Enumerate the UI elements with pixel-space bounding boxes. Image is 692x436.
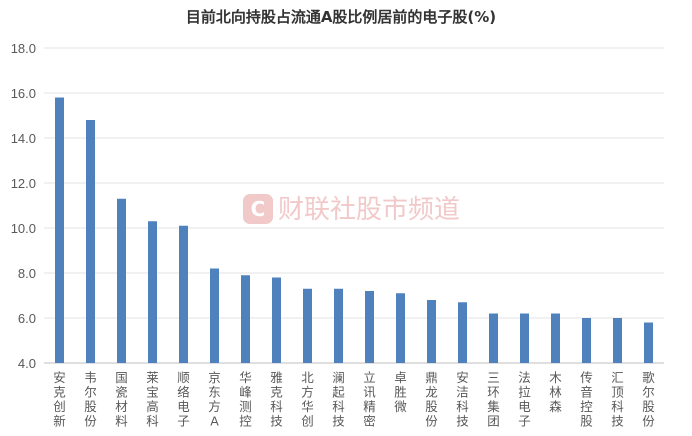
x-tick-label: 顺络电子 [177, 370, 190, 429]
watermark-logo-letter: C [251, 197, 266, 221]
bar [86, 120, 95, 363]
y-tick-label: 6.0 [18, 311, 36, 326]
bar [489, 313, 498, 363]
x-tick-label: 歌尔股份 [642, 370, 655, 429]
bar [551, 313, 560, 363]
y-tick-label: 16.0 [11, 86, 36, 101]
x-tick-label: 鼎龙股份 [425, 370, 438, 429]
watermark: C 财联社股市频道 [243, 194, 460, 225]
bar [365, 291, 374, 363]
bar [427, 300, 436, 363]
x-tick-label: 北方华创 [301, 370, 314, 429]
x-tick-label: 汇顶科技 [611, 370, 624, 429]
watermark-text: 财联社股市频道 [278, 195, 460, 225]
bar [210, 268, 219, 363]
x-tick-label: 法拉电子 [518, 370, 531, 429]
x-tick-label: 木林森 [549, 370, 562, 414]
bar [644, 322, 653, 363]
bar [582, 318, 591, 363]
bar [272, 277, 281, 363]
bar [148, 221, 157, 363]
x-tick-label: 雅克科技 [270, 370, 283, 429]
bar [303, 288, 312, 363]
x-tick-label: 传音控股 [580, 370, 593, 429]
y-tick-label: 8.0 [18, 266, 36, 281]
x-tick-label: 韦尔股份 [84, 370, 97, 429]
y-tick-label: 4.0 [18, 356, 36, 371]
x-tick-label: 立讯精密 [363, 370, 376, 429]
x-tick-label: 安洁科技 [456, 370, 469, 429]
bar [396, 293, 405, 363]
x-tick-label: 澜起科技 [332, 370, 345, 429]
x-tick-label: 安克创新 [53, 370, 66, 429]
y-tick-label: 12.0 [11, 176, 36, 191]
x-tick-label: 卓胜微 [394, 370, 407, 414]
chart-title: 目前北向持股占流通A股比例居前的电子股(%) [186, 8, 496, 26]
watermark-logo-icon [243, 194, 273, 224]
y-tick-label: 18.0 [11, 41, 36, 56]
y-tick-label: 14.0 [11, 131, 36, 146]
bar [117, 198, 126, 363]
y-tick-label: 10.0 [11, 221, 36, 236]
bar [241, 275, 250, 363]
bar [179, 225, 188, 363]
x-tick-label: 莱宝高科 [146, 370, 159, 429]
bar [55, 97, 64, 363]
x-tick-label: 华峰测控 [239, 370, 252, 429]
bar [458, 302, 467, 363]
x-tick-label: 三环集团 [487, 370, 500, 429]
x-tick-label: 京东方 A [208, 370, 221, 429]
bar [520, 313, 529, 363]
bar [613, 318, 622, 363]
bar [334, 288, 343, 363]
x-tick-label: 国瓷材料 [115, 370, 128, 429]
